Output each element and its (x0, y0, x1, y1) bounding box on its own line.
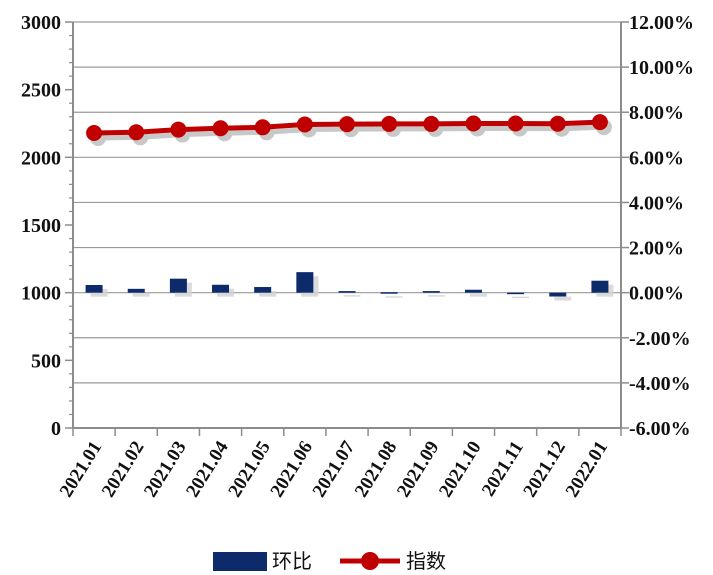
bar (549, 292, 567, 297)
bar-shadow (132, 292, 150, 297)
left-axis-tick-label: 3000 (21, 12, 61, 34)
line-marker (381, 115, 398, 132)
line-marker (339, 116, 355, 133)
bar (296, 272, 314, 293)
right-axis-tick-label: 12.00% (629, 12, 694, 34)
left-axis-tick-label: 2500 (21, 80, 61, 102)
bar (254, 287, 272, 293)
legend-label-zhishu: 指数 (406, 549, 446, 573)
right-axis-tick-label: 4.00% (629, 192, 684, 214)
bar (591, 280, 609, 293)
line-marker (591, 114, 608, 131)
left-axis-tick-label: 500 (31, 350, 61, 372)
right-axis-tick-label: 6.00% (629, 147, 684, 169)
right-axis-tick-label: -4.00% (629, 373, 691, 395)
right-axis-tick-label: -2.00% (629, 328, 691, 350)
bar (422, 291, 440, 293)
line-marker (423, 115, 440, 132)
bar (380, 292, 398, 294)
bar (169, 278, 187, 293)
left-axis-tick-label: 0 (51, 418, 61, 440)
line-marker (212, 120, 229, 137)
left-axis-tick-label: 2000 (21, 147, 61, 169)
line-marker (507, 115, 524, 132)
line-marker (465, 115, 482, 132)
bar-shadow (259, 291, 277, 297)
line-marker (128, 124, 145, 141)
bar-shadow (385, 296, 403, 298)
line-marker (254, 119, 271, 136)
x-axis-tick-label: 2021.10 (435, 438, 486, 501)
line-marker (170, 121, 187, 138)
left-axis-tick-label: 1000 (21, 283, 61, 305)
x-axis-tick-labels: 2021.012021.022021.032021.042021.052021.… (56, 437, 612, 501)
bar (127, 288, 145, 293)
bar (212, 284, 230, 293)
right-axis-tick-label: 10.00% (629, 57, 694, 79)
bar (507, 292, 525, 295)
right-axis-tick-label: -6.00% (629, 418, 691, 440)
right-axis-tick-label: 8.00% (629, 102, 684, 124)
legend: 环比 指数 (213, 549, 446, 573)
bar (464, 289, 482, 293)
legend-label-huanbi: 环比 (272, 549, 312, 573)
bar-shadow (217, 288, 235, 297)
bar-shadow (512, 296, 530, 299)
legend-swatch-huanbi (213, 552, 267, 571)
left-axis-tick-labels: 0 500 1000 1500 2000 2500 3000 (21, 12, 61, 440)
gridlines (73, 21, 621, 429)
bar-shadow (554, 296, 572, 301)
right-axis-tick-labels: -6.00% -4.00% -2.00% 0.00% 2.00% 4.00% 6.00% 8.… (629, 12, 694, 440)
right-axis-tick-label: 0.00% (629, 283, 684, 305)
legend-marker-zhishu (361, 552, 379, 570)
axes (65, 21, 629, 436)
bar-shadow (90, 288, 108, 297)
bar (338, 291, 356, 293)
bar-shadow (343, 295, 361, 297)
bar-shadow (469, 293, 487, 297)
x-axis-tick-label: 2022.01 (562, 438, 613, 501)
left-axis-tick-label: 1500 (21, 215, 61, 237)
right-axis-tick-label: 2.00% (629, 238, 684, 260)
bar-series-huanbi (85, 272, 614, 301)
line-marker (86, 124, 103, 141)
line-marker (549, 115, 566, 132)
line-series-zhishu (86, 114, 612, 146)
bar (85, 284, 103, 293)
bar-shadow (427, 295, 445, 297)
line-marker (296, 116, 313, 133)
